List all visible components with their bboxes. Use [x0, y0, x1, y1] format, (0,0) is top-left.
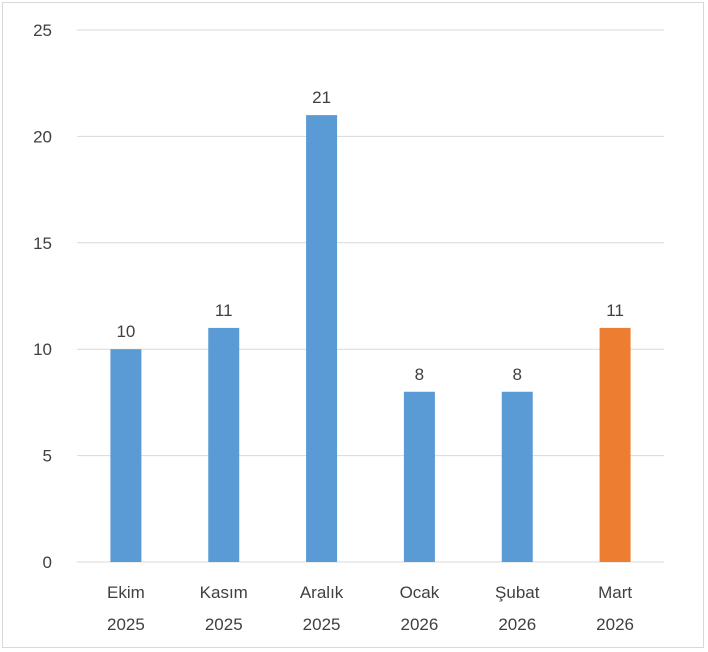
data-label: 10: [116, 322, 135, 341]
data-labels: 10 11 21 8 8 11: [116, 88, 623, 384]
y-tick-label: 25: [33, 21, 52, 40]
y-tick-label: 15: [33, 234, 52, 253]
x-axis-categories: Ekim 2025 Kasım 2025 Aralık 2025 Ocak 2026 Şubat…: [107, 583, 634, 634]
x-category-label: 2026: [498, 615, 536, 634]
x-category-label: Mart: [598, 583, 632, 602]
x-category-label: Ekim: [107, 583, 145, 602]
y-tick-label: 0: [43, 553, 52, 572]
y-tick-label: 5: [43, 447, 52, 466]
data-label: 21: [312, 88, 331, 107]
data-label: 11: [215, 301, 233, 320]
x-category-label: Ocak: [400, 583, 440, 602]
x-category-label: Şubat: [495, 583, 540, 602]
x-category-label: 2025: [303, 615, 341, 634]
x-category-label: 2026: [401, 615, 439, 634]
bar: [208, 327, 240, 562]
data-label: 8: [513, 365, 522, 384]
bar: [306, 115, 338, 563]
bar: [599, 327, 631, 562]
x-category-label: 2026: [596, 615, 634, 634]
bar: [403, 391, 435, 562]
data-label: 8: [415, 365, 424, 384]
x-category-label: 2025: [205, 615, 243, 634]
y-tick-label: 20: [33, 127, 52, 146]
bar: [110, 349, 142, 562]
x-category-label: Aralık: [300, 583, 344, 602]
y-axis-ticks: 0 5 10 15 20 25: [33, 21, 52, 572]
data-label: 11: [606, 301, 624, 320]
bars: [110, 115, 631, 563]
bar: [501, 391, 533, 562]
y-tick-label: 10: [33, 340, 52, 359]
x-category-label: 2025: [107, 615, 145, 634]
gridlines: [77, 29, 664, 563]
x-category-label: Kasım: [200, 583, 248, 602]
